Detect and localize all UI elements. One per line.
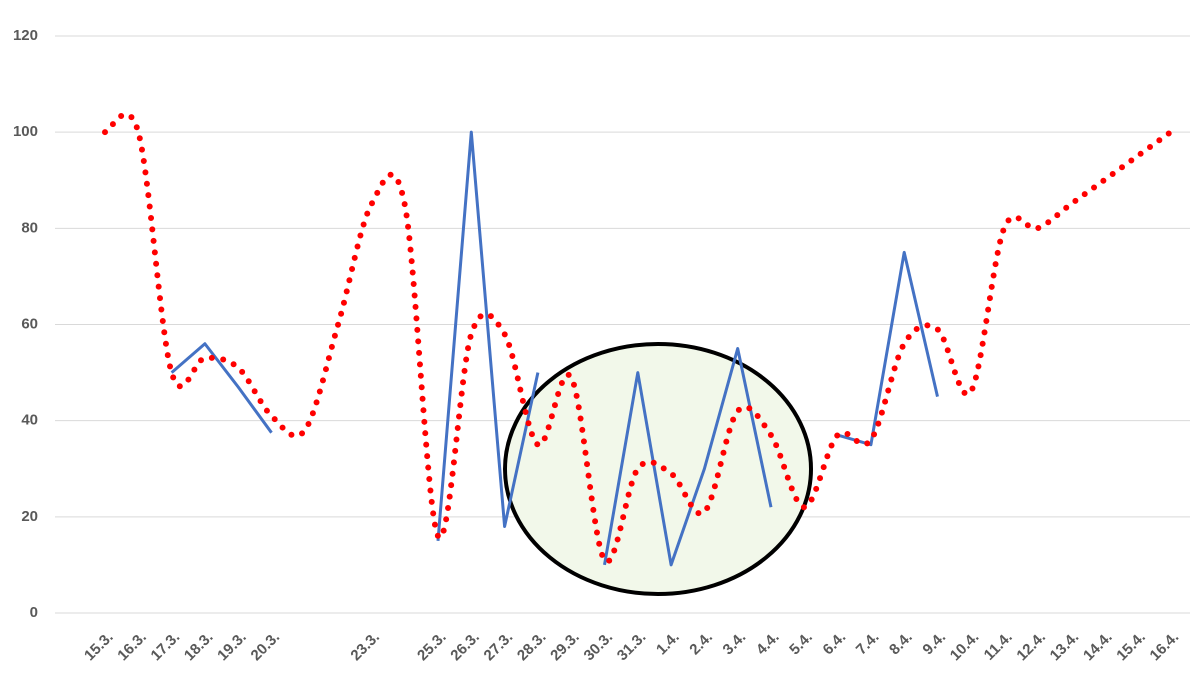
series-line [603,347,773,567]
x-tick-label: 14.4. [1080,629,1116,665]
x-tick-label: 15.3. [81,629,117,665]
x-tick-label: 17.3. [148,629,184,665]
x-tick-label: 30.3. [581,629,617,665]
x-tick-label: 29.3. [547,629,583,665]
series-line [102,111,1174,565]
x-tick-label: 10.4. [947,629,983,665]
x-tick-label: 2.4. [686,629,716,659]
y-tick-label: 120 [13,27,38,44]
x-tick-label: 18.3. [181,629,217,665]
x-tick-label: 31.3. [614,629,650,665]
x-tick-label: 23.3. [347,629,383,665]
x-tick-label: 16.3. [114,629,150,665]
x-tick-label: 28.3. [514,629,550,665]
x-tick-label: 26.3. [447,629,483,665]
y-tick-label: 0 [30,604,38,621]
x-tick-label: 3.4. [720,629,750,659]
x-tick-label: 12.4. [1013,629,1049,665]
x-tick-label: 27.3. [481,629,517,665]
x-tick-label: 19.3. [214,629,250,665]
x-tick-label: 6.4. [820,629,850,659]
series-line [436,130,540,541]
series-line [837,250,939,447]
x-tick-label: 16.4. [1147,629,1183,665]
y-tick-label: 20 [21,508,38,525]
x-tick-label: 5.4. [786,629,816,659]
x-tick-label: 13.4. [1047,629,1083,665]
x-tick-label: 8.4. [886,629,916,659]
x-tick-label: 20.3. [248,629,284,665]
x-tick-label: 4.4. [753,629,783,659]
y-tick-label: 60 [21,315,38,332]
x-tick-label: 9.4. [919,629,949,659]
x-tick-label: 11.4. [981,629,1016,664]
x-tick-label: 15.4. [1113,629,1149,665]
series-line [170,342,273,434]
x-tick-label: 25.3. [414,629,450,665]
y-tick-label: 80 [21,219,38,236]
y-tick-label: 40 [21,412,38,429]
highlight-ellipse [503,342,813,596]
x-tick-label: 1.4. [653,629,683,659]
y-tick-label: 100 [13,123,38,140]
x-tick-label: 7.4. [853,629,883,659]
